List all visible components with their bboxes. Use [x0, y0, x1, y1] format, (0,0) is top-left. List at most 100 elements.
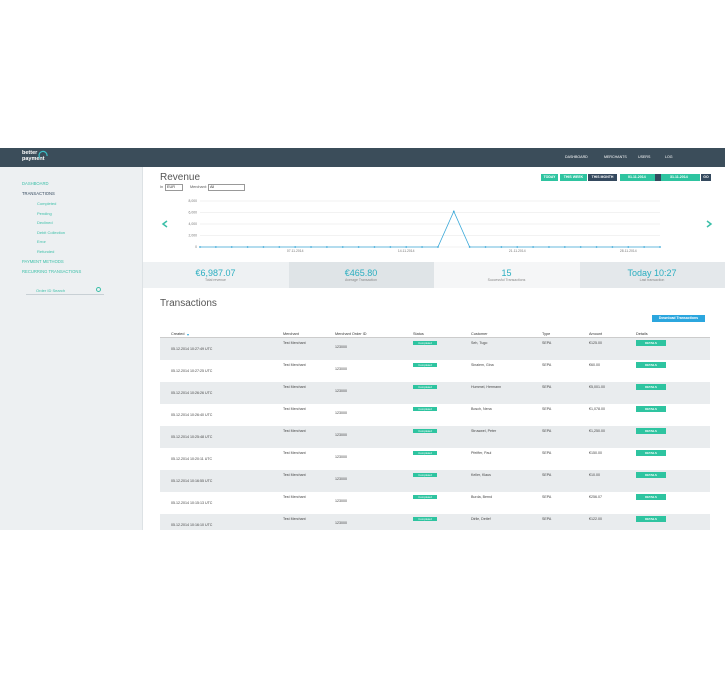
- data-point: [373, 246, 376, 248]
- cell-text: Test Merchant: [283, 473, 306, 477]
- cell-text: Test Merchant: [283, 451, 306, 455]
- data-point: [357, 246, 360, 248]
- range-button[interactable]: TODAY: [541, 174, 558, 181]
- status-badge: Completed: [413, 517, 437, 521]
- details-button[interactable]: DETAILS: [636, 428, 666, 434]
- cell-text: Dirlle, Detlef: [471, 517, 491, 521]
- data-point: [548, 246, 550, 248]
- cell-text: SEPA: [542, 407, 552, 411]
- column-header[interactable]: Created: [171, 332, 185, 336]
- x-tick-label: 14.11.2014: [398, 249, 415, 253]
- submenu-item[interactable]: Declined: [37, 220, 53, 226]
- cell-text: Test Merchant: [283, 363, 306, 367]
- nav-item[interactable]: USERS: [638, 155, 651, 159]
- nav-item[interactable]: MERCHANTS: [604, 155, 627, 159]
- menu-item[interactable]: RECURRING TRANSACTIONS: [22, 268, 82, 274]
- data-point: [468, 246, 471, 248]
- submenu-item[interactable]: Completed: [37, 201, 57, 206]
- cell-text: Hummel, Hermann: [471, 385, 502, 389]
- status-badge: Completed: [413, 385, 437, 389]
- cell-text: 123000: [335, 521, 347, 525]
- header: better payment DASHBOARD MERCHANTS USERS LOG: [0, 148, 725, 167]
- submenu-item[interactable]: Error: [37, 239, 46, 245]
- cell-text: 05.12.2014 10:27:49 UTC: [171, 347, 213, 351]
- merchant-value: All: [210, 185, 215, 189]
- cell-text: 05.12.2014 10:26:40 UTC: [171, 413, 213, 417]
- details-button[interactable]: DETAILS: [636, 406, 666, 412]
- go-button[interactable]: GO: [701, 174, 711, 181]
- column-header: Details: [636, 332, 648, 336]
- status-badge: Completed: [413, 407, 437, 411]
- menu-item[interactable]: TRANSACTIONS: [22, 191, 55, 196]
- y-tick-label: 4,000: [189, 222, 198, 226]
- x-tick-label: 21.11.2014: [509, 249, 526, 253]
- table-row: 05.12.2014 10:20:11 UTC Test Merchant 1230…: [160, 448, 710, 470]
- details-button[interactable]: DETAILS: [636, 384, 666, 390]
- table-row: 05.12.2014 10:16:10 UTC Test Merchant 1230…: [160, 514, 710, 530]
- column-header: Merchant Order ID: [335, 332, 367, 336]
- merchant-select[interactable]: All: [208, 184, 245, 191]
- data-point: [516, 246, 519, 248]
- stat-value: €6,987.07: [195, 268, 236, 278]
- cell-text: Burda, Bernd: [471, 495, 493, 499]
- submenu-item[interactable]: Pending: [37, 210, 52, 216]
- y-tick-label: 6,000: [189, 211, 198, 215]
- details-button[interactable]: DETAILS: [636, 340, 666, 346]
- data-point: [484, 246, 487, 248]
- cell-text: Test Merchant: [283, 407, 306, 411]
- column-header: Customer: [471, 332, 488, 336]
- nav-item[interactable]: DASHBOARD: [565, 155, 588, 159]
- date-range[interactable]: 01.11.2014 31.11.2014: [620, 174, 700, 181]
- x-tick-label: 07.11.2014: [287, 249, 304, 253]
- cell-text: €1,078.00: [589, 407, 605, 411]
- submenu-item[interactable]: Debit Collection: [37, 229, 66, 235]
- status-badge: Completed: [413, 341, 437, 345]
- currency-select[interactable]: EUR: [165, 184, 183, 191]
- logo-mark: [38, 150, 48, 159]
- table-header-rule: [160, 337, 710, 338]
- data-point: [310, 246, 312, 248]
- details-button[interactable]: DETAILS: [636, 450, 666, 456]
- cell-text: 123000: [335, 499, 347, 503]
- cell-text: SEPA: [542, 341, 552, 345]
- cell-text: Test Merchant: [283, 517, 306, 521]
- range-button[interactable]: THIS WEEK: [560, 174, 587, 181]
- stat-box: 15 Successful Transactions: [434, 262, 580, 288]
- data-point: [421, 246, 423, 248]
- menu-item[interactable]: DASHBOARD: [22, 181, 49, 186]
- menu-item[interactable]: PAYMENT METHODS: [22, 258, 64, 264]
- cell-text: SEPA: [542, 473, 552, 477]
- data-point: [500, 246, 503, 248]
- status-badge: Completed: [413, 429, 437, 433]
- cell-text: 123000: [335, 433, 347, 437]
- cell-text: Test Merchant: [283, 495, 306, 499]
- range-button[interactable]: THIS MONTH: [588, 174, 617, 181]
- merchant-label: Merchant:: [190, 185, 207, 189]
- cell-text: 123000: [335, 455, 347, 459]
- cell-text: Bosch, Nena: [471, 407, 492, 411]
- details-button[interactable]: DETAILS: [636, 362, 666, 368]
- cell-text: SEPA: [542, 429, 552, 433]
- date-from: 01.11.2014: [628, 175, 646, 179]
- data-point: [643, 246, 646, 248]
- table-row: 05.12.2014 10:26:40 UTC Test Merchant 1230…: [160, 404, 710, 426]
- cell-text: Sinaiem, Gina: [471, 363, 494, 367]
- nav-item[interactable]: LOG: [665, 155, 673, 159]
- cell-text: Keller, Klaus: [471, 473, 491, 477]
- cell-text: €256.07: [589, 495, 602, 499]
- details-button[interactable]: DETAILS: [636, 472, 666, 478]
- submenu-item[interactable]: Refunded: [37, 249, 55, 254]
- data-point: [230, 246, 233, 248]
- details-button[interactable]: DETAILS: [636, 494, 666, 500]
- y-tick-label: 8,000: [189, 199, 198, 203]
- cell-text: 05.12.2014 10:25:48 UTC: [171, 435, 213, 439]
- data-point: [341, 246, 344, 248]
- data-point: [563, 246, 566, 248]
- data-point: [262, 246, 265, 248]
- cell-text: 05.12.2014 10:16:55 UTC: [171, 479, 213, 483]
- column-header: Amount: [589, 332, 603, 336]
- download-button[interactable]: Download Transactions: [652, 315, 705, 322]
- search-input[interactable]: Order ID Search: [26, 287, 104, 295]
- details-button[interactable]: DETAILS: [636, 516, 666, 522]
